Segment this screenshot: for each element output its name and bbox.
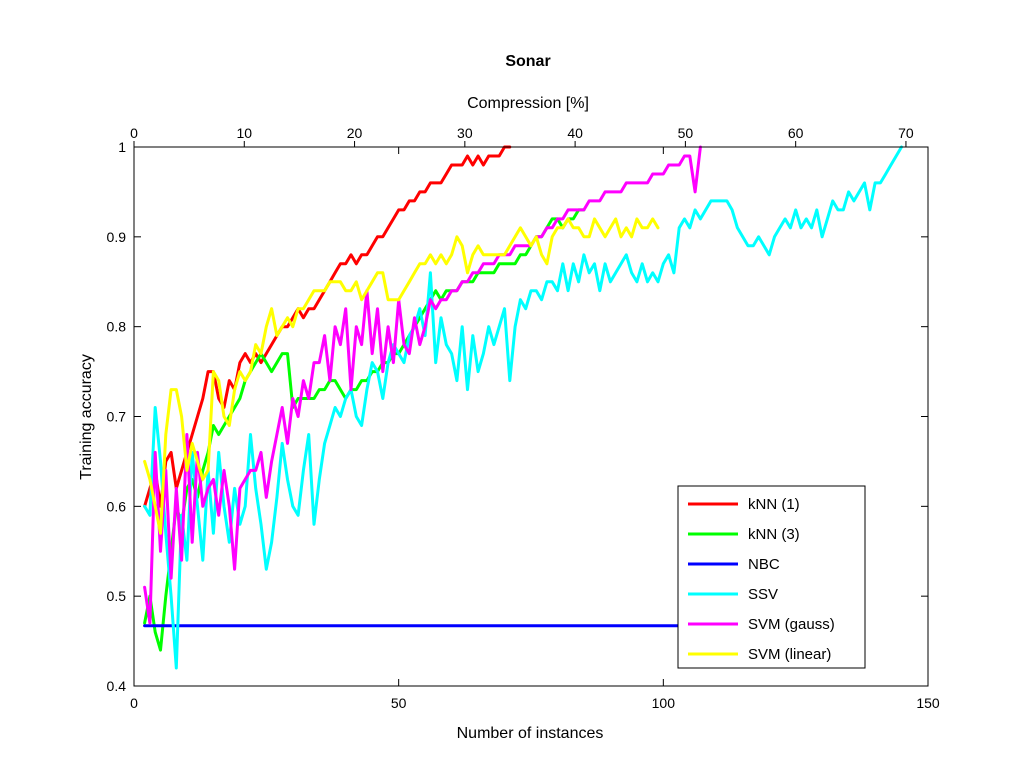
x2-tick-label: 50	[678, 125, 694, 141]
legend-box	[677, 485, 866, 669]
y-tick-label: 0.9	[107, 229, 127, 245]
y-tick-label: 0.6	[107, 498, 127, 514]
axes-frame	[133, 146, 929, 687]
x-tick-label: 0	[130, 695, 138, 711]
series-line-5	[143, 217, 660, 535]
chart-title: Sonar	[505, 53, 550, 70]
y-tick-label: 0.5	[107, 588, 127, 604]
y-tick-label: 0.8	[107, 319, 127, 335]
legend-label: kNN (3)	[748, 526, 800, 543]
y-tick-label: 0.7	[107, 409, 127, 425]
legend-label: NBC	[748, 556, 780, 573]
plot-area	[143, 145, 903, 670]
x-axis-label: Number of instances	[457, 725, 604, 742]
axes-ticks: 0 50 100 150 0 10 20 30 40 50 60 70 0.4 0.5 0.6 0.7 0.8 0…	[107, 125, 940, 711]
series-line-1	[143, 208, 586, 652]
y-tick-label: 1	[118, 139, 126, 155]
y-axis-label: Training accuracy	[78, 354, 95, 480]
legend-label: SVM (gauss)	[748, 616, 835, 633]
y-tick-label: 0.4	[107, 678, 127, 694]
x2-tick-label: 20	[347, 125, 363, 141]
legend-label: SSV	[748, 586, 778, 603]
legend-label: kNN (1)	[748, 496, 800, 513]
x-tick-label: 100	[652, 695, 676, 711]
x2-tick-label: 10	[236, 125, 252, 141]
legend-label: SVM (linear)	[748, 646, 831, 663]
top-axis-label: Compression [%]	[467, 95, 589, 112]
x2-tick-label: 0	[130, 125, 138, 141]
x2-tick-label: 40	[567, 125, 583, 141]
x2-tick-label: 70	[898, 125, 914, 141]
legend: kNN (1) kNN (3) NBC SSV SVM (gauss) SVM (line…	[677, 485, 866, 669]
series-line-4	[143, 145, 702, 625]
x2-tick-label: 60	[788, 125, 804, 141]
x-tick-label: 150	[916, 695, 940, 711]
x-tick-label: 50	[391, 695, 407, 711]
series-line-3	[143, 145, 903, 670]
x2-tick-label: 30	[457, 125, 473, 141]
